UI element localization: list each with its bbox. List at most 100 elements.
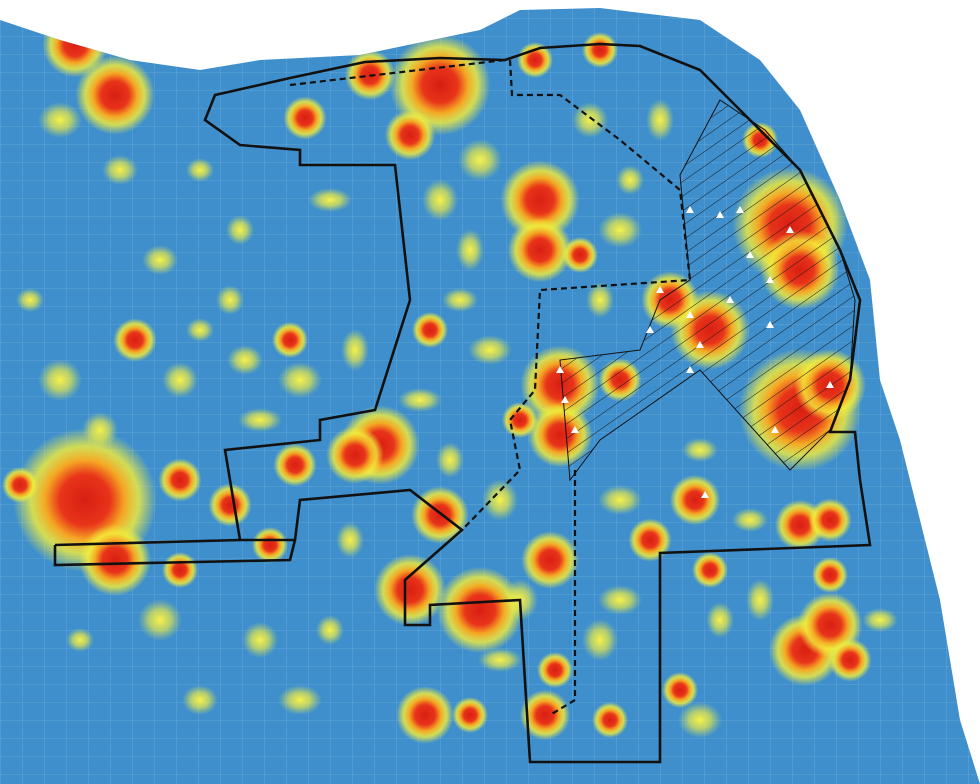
heat-spot-low bbox=[142, 245, 178, 275]
point-marker-icon bbox=[786, 226, 794, 233]
heat-spot-high bbox=[113, 318, 157, 362]
heat-spot-high bbox=[436, 566, 524, 654]
heat-spot-low bbox=[66, 628, 94, 652]
heat-spot-low bbox=[38, 359, 82, 401]
point-marker-icon bbox=[696, 341, 704, 348]
heat-spot-low bbox=[478, 648, 522, 672]
heat-spot-low bbox=[102, 155, 138, 185]
heat-spot-low bbox=[598, 585, 642, 615]
heat-spot-low bbox=[456, 229, 484, 271]
point-marker-icon bbox=[736, 206, 744, 213]
point-marker-icon bbox=[686, 366, 694, 373]
heat-spot-high bbox=[582, 32, 618, 68]
heat-spot-high bbox=[252, 527, 288, 563]
heat-spot-low bbox=[572, 102, 608, 138]
point-marker-icon bbox=[556, 366, 564, 373]
point-markers bbox=[556, 206, 834, 498]
district-boundary-solid bbox=[203, 42, 872, 764]
district-boundary-dashed bbox=[289, 58, 692, 716]
heat-spot-high bbox=[517, 42, 553, 78]
heat-spot-low bbox=[682, 438, 718, 462]
heat-spot-high bbox=[500, 160, 580, 240]
point-marker-icon bbox=[766, 321, 774, 328]
heat-spot-low bbox=[862, 608, 898, 632]
heat-spot-low bbox=[422, 179, 458, 221]
heat-spot-high bbox=[452, 697, 488, 733]
point-marker-icon bbox=[571, 426, 579, 433]
heat-spot-high bbox=[521, 531, 579, 589]
heat-spot-low bbox=[468, 335, 512, 365]
heat-spot-high bbox=[692, 552, 728, 588]
heat-spot-high bbox=[669, 474, 721, 526]
heat-spot-low bbox=[186, 158, 214, 182]
heat-spot-low bbox=[308, 188, 352, 212]
heat-spot-low bbox=[458, 139, 502, 181]
heat-spot-high bbox=[158, 458, 202, 502]
point-marker-icon bbox=[771, 426, 779, 433]
heat-spot-high bbox=[628, 518, 672, 562]
heat-spot-high bbox=[42, 12, 108, 78]
heat-spot-low bbox=[442, 288, 478, 312]
point-marker-icon bbox=[686, 311, 694, 318]
heat-spot-low bbox=[336, 522, 364, 558]
heat-spot-high bbox=[592, 702, 628, 738]
heat-spot-low bbox=[646, 99, 674, 141]
heat-spot-low bbox=[278, 685, 322, 715]
heat-spot-low bbox=[582, 619, 618, 661]
heat-spot-high bbox=[812, 557, 848, 593]
heat-spot-low bbox=[227, 345, 263, 375]
heat-spot-low bbox=[186, 318, 214, 342]
heat-spot-low bbox=[238, 408, 282, 432]
heat-spot-high bbox=[283, 96, 327, 140]
heat-spot-high bbox=[537, 652, 573, 688]
heat-spot-low bbox=[138, 599, 182, 641]
point-marker-icon bbox=[826, 381, 834, 388]
point-marker-icon bbox=[561, 396, 569, 403]
heat-spot-low bbox=[706, 602, 734, 638]
point-marker-icon bbox=[686, 206, 694, 213]
point-marker-icon bbox=[646, 326, 654, 333]
point-marker-icon bbox=[656, 286, 664, 293]
heat-spot-high bbox=[808, 498, 852, 542]
point-marker-icon bbox=[746, 251, 754, 258]
heat-spot-high bbox=[326, 426, 384, 484]
heat-spot-high bbox=[208, 483, 252, 527]
heat-spot-high bbox=[412, 312, 448, 348]
heat-spot-low bbox=[162, 362, 198, 398]
heat-spot-high bbox=[75, 55, 155, 135]
heat-spot-low bbox=[316, 615, 344, 645]
heat-spot-low bbox=[586, 282, 614, 318]
heat-spot-high bbox=[384, 109, 436, 161]
heat-spot-low bbox=[616, 165, 644, 195]
heat-spot-low bbox=[732, 508, 768, 532]
heat-spot-low bbox=[598, 485, 642, 515]
heat-spot-high bbox=[2, 467, 38, 503]
point-marker-icon bbox=[726, 296, 734, 303]
heat-spot-high bbox=[79, 524, 151, 596]
heat-spot-high bbox=[411, 486, 469, 544]
heat-spot-high bbox=[396, 686, 454, 744]
heat-spot-high bbox=[662, 672, 698, 708]
heat-spot-low bbox=[38, 102, 82, 138]
heat-spot-low bbox=[242, 622, 278, 658]
heat-spot-high bbox=[507, 217, 573, 283]
heat-spot-low bbox=[182, 685, 218, 715]
heat-spot-low bbox=[226, 215, 254, 245]
heat-spot-low bbox=[598, 212, 642, 248]
heat-spot-low bbox=[16, 288, 44, 312]
heat-spot-high bbox=[519, 689, 571, 741]
point-marker-icon bbox=[766, 276, 774, 283]
heat-spot-low bbox=[746, 579, 774, 621]
point-marker-icon bbox=[716, 211, 724, 218]
heat-spot-low bbox=[216, 285, 244, 315]
heat-spot-high bbox=[562, 237, 598, 273]
heat-spot-low bbox=[482, 479, 518, 521]
heat-spot-low bbox=[678, 702, 722, 738]
heat-spot-high bbox=[162, 552, 198, 588]
heat-spot-low bbox=[398, 388, 442, 412]
heat-spot-low bbox=[436, 442, 464, 478]
heat-spot-low bbox=[278, 362, 322, 398]
heat-spot-high bbox=[374, 554, 446, 626]
